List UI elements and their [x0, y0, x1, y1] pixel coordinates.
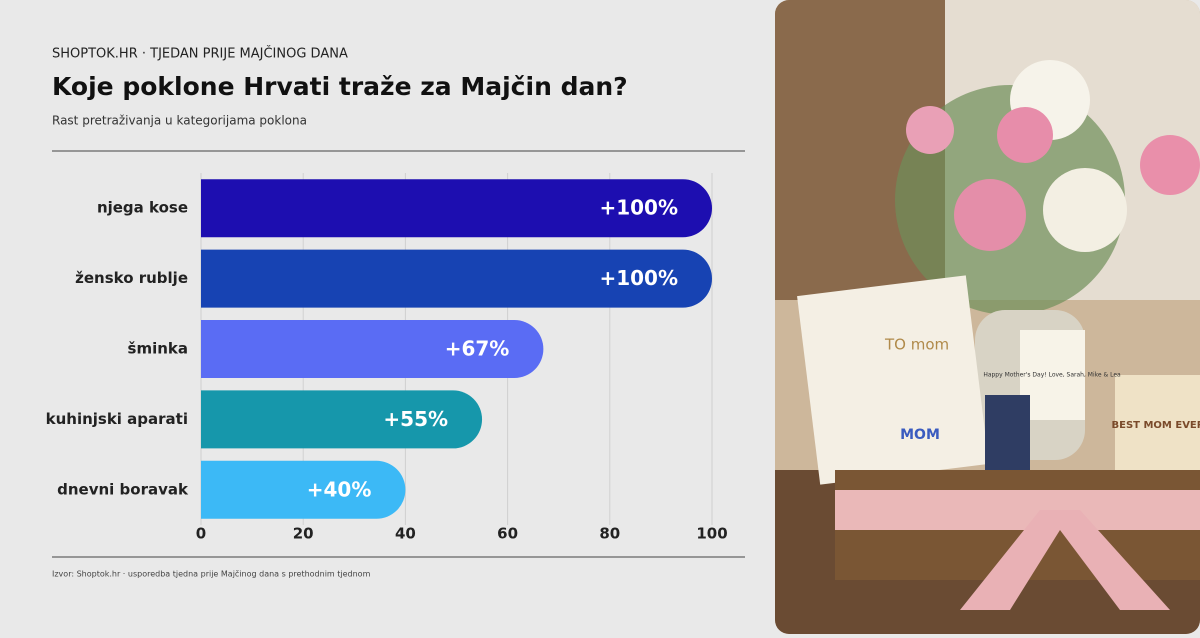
x-tick-label: 20	[293, 525, 314, 543]
value-label: +100%	[599, 266, 678, 290]
value-label: +55%	[383, 407, 448, 431]
image-text: Happy Mother's Day! Love, Sarah, Mike & …	[983, 372, 1121, 379]
bar	[201, 249, 712, 308]
y-tick-label: njega kose	[97, 199, 188, 217]
image-text: BEST MOM EVER	[1112, 420, 1200, 431]
x-tick-label: 40	[395, 525, 416, 543]
photo: TO mom MOM Happy Mother's Day! Love, Sar…	[775, 0, 1200, 634]
x-tick-label: 100	[696, 525, 727, 543]
panel	[0, 0, 775, 634]
chart-title: Koje poklone Hrvati traže za Majčin dan?	[52, 72, 628, 101]
image-text: MOM	[900, 427, 940, 443]
x-tick-label: 0	[196, 525, 206, 543]
y-tick-label: kuhinjski aparati	[46, 410, 188, 428]
subtitle: Rast pretraživanja u kategorijama poklon…	[52, 114, 307, 128]
y-tick-label: šminka	[128, 340, 188, 358]
source: Izvor: Shoptok.hr · usporedba tjedna pri…	[52, 569, 371, 579]
bar	[201, 390, 483, 449]
value-label: +40%	[307, 477, 372, 501]
value-label: +67%	[445, 337, 510, 361]
y-tick-label: žensko rublje	[75, 269, 188, 287]
y-tick-label: dnevni boravak	[57, 480, 189, 498]
bar	[201, 460, 406, 519]
bar	[201, 179, 712, 238]
value-label: +100%	[599, 196, 678, 220]
bar	[201, 320, 544, 378]
kicker: SHOPTOK.HR · TJEDAN PRIJE MAJČINOG DANA	[52, 46, 348, 62]
x-tick-label: 80	[599, 525, 620, 543]
x-tick-label: 60	[497, 525, 518, 543]
image-text: TO mom	[884, 336, 949, 354]
